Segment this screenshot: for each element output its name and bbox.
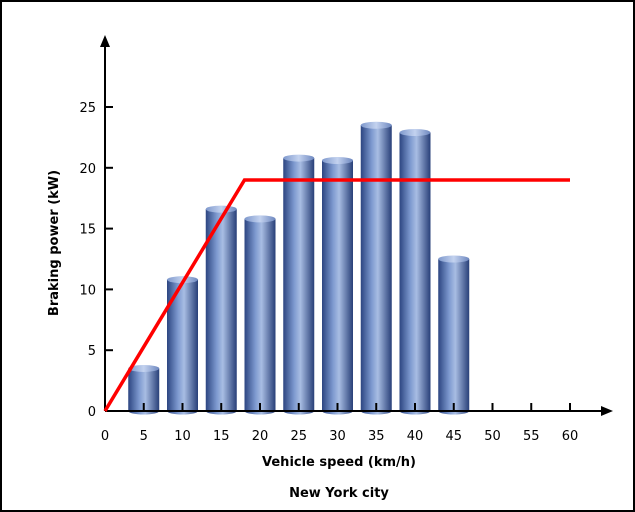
y-tick-label-5: 5 bbox=[88, 344, 96, 359]
bar-35 bbox=[360, 121, 392, 415]
y-axis-label: Braking power (kW) bbox=[47, 170, 62, 316]
axes-group bbox=[100, 35, 613, 416]
x-tick-label-35: 35 bbox=[368, 429, 385, 444]
y-tick-label-10: 10 bbox=[79, 283, 96, 298]
bar-30 bbox=[322, 157, 353, 415]
braking-limit-line bbox=[103, 178, 570, 412]
x-tick-label-40: 40 bbox=[407, 429, 424, 444]
y-tick-label-15: 15 bbox=[79, 223, 96, 238]
x-tick-label-10: 10 bbox=[174, 429, 191, 444]
x-tick-label-50: 50 bbox=[484, 429, 501, 444]
y-axis-arrow bbox=[100, 35, 110, 47]
y-tick-label-20: 20 bbox=[79, 162, 96, 177]
bar-20 bbox=[244, 215, 276, 415]
x-tick-label-0: 0 bbox=[101, 429, 109, 444]
trend-line-group bbox=[103, 178, 570, 412]
x-tick-label-55: 55 bbox=[523, 429, 540, 444]
x-tick-label-30: 30 bbox=[329, 429, 346, 444]
bar-25 bbox=[283, 154, 315, 415]
bar-10 bbox=[167, 276, 198, 415]
bars-group bbox=[128, 121, 470, 415]
x-axis-arrow bbox=[601, 406, 613, 416]
x-axis-label: Vehicle speed (km/h) bbox=[262, 455, 416, 470]
x-tick-label-25: 25 bbox=[290, 429, 307, 444]
y-tick-label-25: 25 bbox=[79, 101, 96, 116]
y-tick-labels: 0 5 10 15 20 25 bbox=[79, 101, 96, 420]
bar-5 bbox=[128, 364, 160, 415]
bar-45 bbox=[438, 255, 470, 415]
x-tick-label-15: 15 bbox=[213, 429, 230, 444]
x-tick-label-20: 20 bbox=[252, 429, 269, 444]
x-tick-label-60: 60 bbox=[562, 429, 579, 444]
x-tick-label-5: 5 bbox=[140, 429, 148, 444]
chart-caption: New York city bbox=[289, 486, 389, 501]
bar-40 bbox=[399, 129, 431, 415]
y-tick-label-0: 0 bbox=[88, 405, 96, 420]
x-tick-labels: 0 5 10 15 20 25 30 35 40 45 50 55 60 bbox=[101, 429, 578, 444]
x-tick-label-45: 45 bbox=[445, 429, 462, 444]
